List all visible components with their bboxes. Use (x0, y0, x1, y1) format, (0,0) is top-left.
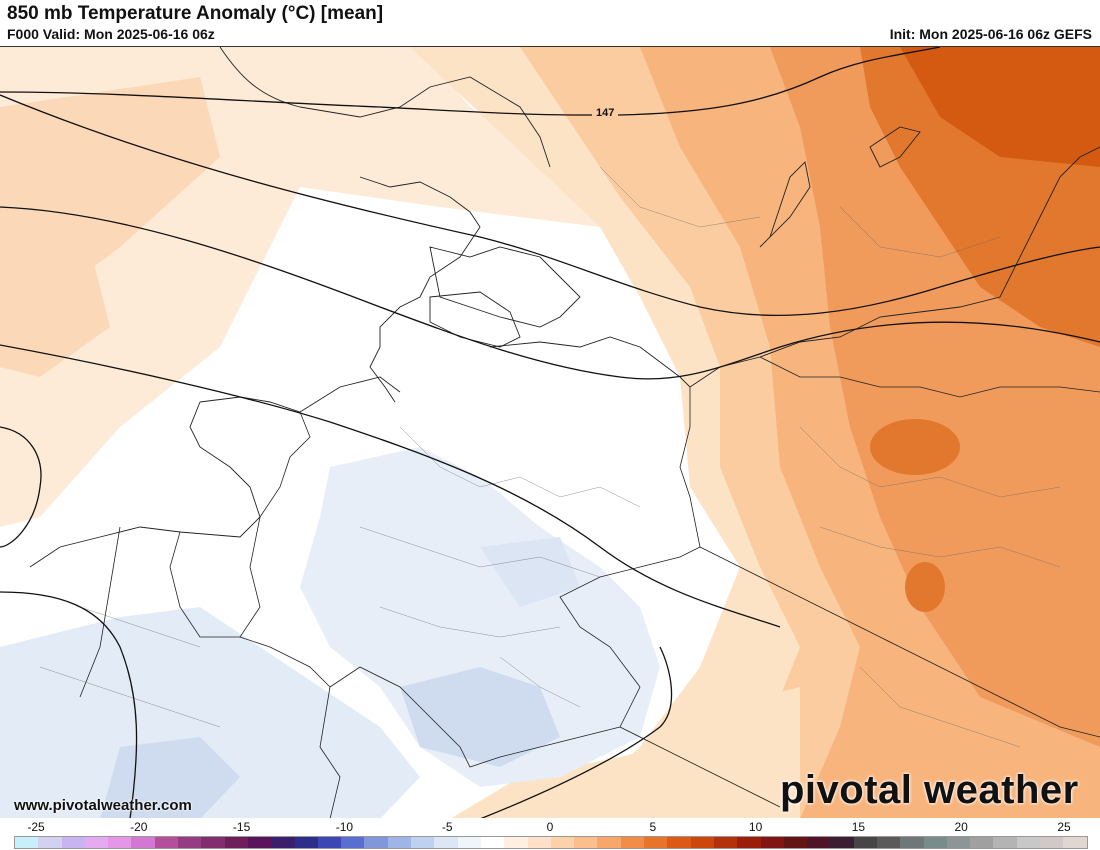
colorbar-swatch (644, 837, 668, 848)
colorbar-swatch (15, 837, 39, 848)
colorbar-swatch (411, 837, 435, 848)
cool-patch-2 (100, 737, 240, 819)
colorbar-swatch (807, 837, 831, 848)
colorbar-swatch (294, 837, 318, 848)
warm-region-south (450, 687, 800, 819)
colorbar-swatch (434, 837, 458, 848)
cool-patch-1 (400, 667, 560, 767)
colorbar-swatch (970, 837, 994, 848)
colorbar-swatch (667, 837, 691, 848)
colorbar-swatch (317, 837, 342, 848)
contour-label: 147 (596, 107, 615, 119)
colorbar-tick-label: -15 (232, 820, 251, 834)
colorbar-swatch (993, 837, 1017, 848)
colorbar-ticks: -25 -20 -15 -10 -5 0 5 10 15 20 25 (0, 820, 1100, 834)
colorbar-swatch (457, 837, 481, 848)
colorbar-swatch (387, 837, 412, 848)
cool-patch-3 (480, 537, 580, 607)
colorbar-swatch (946, 837, 971, 848)
colorbar-swatch (364, 837, 388, 848)
colorbar-swatch (923, 837, 947, 848)
warm-region-east-6 (900, 47, 1100, 167)
colorbar-tick-label: 15 (851, 820, 866, 834)
country-borders (79, 356, 1100, 819)
colorbar-swatch (876, 837, 901, 848)
warm-core-1 (870, 419, 960, 475)
weather-map[interactable]: 147 (0, 46, 1100, 819)
colorbar-swatch (271, 837, 295, 848)
colorbar-swatch (550, 837, 575, 848)
warm-patch-west-2 (0, 227, 110, 377)
colorbar-swatch (574, 837, 598, 848)
colorbar-swatch (61, 837, 85, 848)
colorbar-swatch (131, 837, 155, 848)
contour-label-bg (592, 108, 618, 122)
colorbar-swatch (760, 837, 784, 848)
colorbar-tick-label: -25 (27, 820, 45, 834)
colorbar-swatch (853, 837, 877, 848)
colorbar-swatch (737, 837, 761, 848)
colorbar-swatch (504, 837, 528, 848)
colorbar-swatch (1016, 837, 1041, 848)
colorbar-swatch (341, 837, 365, 848)
colorbar-tick-label: -10 (335, 820, 354, 834)
colorbar-swatch (597, 837, 621, 848)
warm-core-2 (905, 562, 945, 612)
colorbar-swatch (620, 837, 645, 848)
height-contours (0, 47, 1100, 819)
colorbar-swatch (690, 837, 714, 848)
warm-core-3 (1020, 227, 1100, 327)
map-canvas (0, 47, 1100, 819)
colorbar-tick-label: -5 (441, 820, 453, 834)
colorbar-swatch (84, 837, 109, 848)
colorbar-swatches (14, 836, 1088, 849)
colorbar-swatch (1040, 837, 1064, 848)
admin-borders (39, 166, 1061, 748)
colorbar-swatch (108, 837, 132, 848)
map-title: 850 mb Temperature Anomaly (°C) [mean] (7, 3, 384, 24)
colorbar-swatch (527, 837, 551, 848)
header: 850 mb Temperature Anomaly (°C) [mean] F… (0, 0, 1100, 46)
colorbar-swatch (38, 837, 62, 848)
colorbar-swatch (830, 837, 854, 848)
colorbar-swatch (900, 837, 924, 848)
colorbar-tick-label: 0 (546, 820, 554, 834)
cool-region-south (0, 607, 420, 819)
colorbar-swatch (201, 837, 225, 848)
colorbar-swatch (1063, 837, 1087, 848)
colorbar-tick-label: 10 (748, 820, 763, 834)
brand-logo: pivotal weather (780, 768, 1079, 812)
colorbar-tick-label: 20 (954, 820, 968, 834)
colorbar-swatch (224, 837, 248, 848)
colorbar-swatch (154, 837, 179, 848)
colorbar-tick-label: 25 (1057, 820, 1071, 834)
init-time: Init: Mon 2025-06-16 06z GEFS (889, 26, 1092, 42)
colorbar-swatch (713, 837, 738, 848)
colorbar-swatch (783, 837, 808, 848)
website-label: www.pivotalweather.com (14, 797, 192, 814)
colorbar-swatch (178, 837, 202, 848)
colorbar-swatch (480, 837, 505, 848)
colorbar-tick-label: -20 (130, 820, 148, 834)
valid-time: F000 Valid: Mon 2025-06-16 06z (7, 26, 215, 42)
colorbar-swatch (247, 837, 272, 848)
colorbar: -25 -20 -15 -10 -5 0 5 10 15 20 25 (0, 818, 1100, 850)
colorbar-tick-label: 5 (649, 820, 657, 834)
